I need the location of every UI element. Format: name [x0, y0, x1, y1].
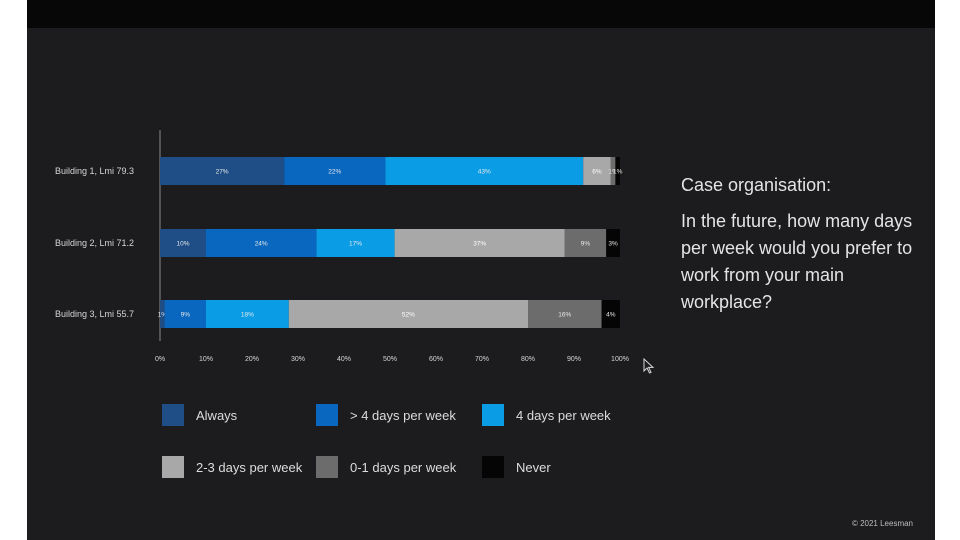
x-tick-label: 60%: [429, 356, 443, 363]
stacked-bar-chart: Building 1, Lmi 79.3 Building 2, Lmi 71.2…: [55, 130, 629, 363]
bar-segment: [164, 300, 206, 328]
bar-segment: [610, 157, 616, 185]
x-tick-label: 30%: [291, 356, 305, 363]
data-label: 1%: [608, 169, 618, 176]
data-label: 3%: [608, 241, 618, 248]
bar-segment: [615, 157, 620, 185]
data-label: 9%: [181, 312, 191, 319]
bar-segment: [160, 300, 165, 328]
x-tick-label: 20%: [245, 356, 259, 363]
bar-segment: [601, 300, 620, 328]
bar-segment: [564, 229, 607, 257]
category-label: Building 1, Lmi 79.3: [55, 166, 134, 176]
category-label: Building 2, Lmi 71.2: [55, 238, 134, 248]
bar-segment: [385, 157, 584, 185]
survey-question: In the future, how many days per week wo…: [681, 211, 913, 312]
bar-segment: [160, 157, 285, 185]
category-label: Building 3, Lmi 55.7: [55, 309, 134, 319]
data-label: 18%: [241, 312, 254, 319]
bar-segment: [606, 229, 620, 257]
data-label: 17%: [349, 241, 362, 248]
mouse-cursor-icon: [643, 358, 655, 374]
data-label: 10%: [176, 241, 189, 248]
data-label: 43%: [478, 169, 491, 176]
data-label: 37%: [473, 241, 486, 248]
slide: Building 1, Lmi 79.3 Building 2, Lmi 71.2…: [27, 0, 935, 540]
data-label: 6%: [592, 169, 602, 176]
copyright-text: © 2021 Leesman: [851, 519, 913, 528]
data-label: 24%: [255, 241, 268, 248]
data-label: 27%: [216, 169, 229, 176]
data-label: 16%: [558, 312, 571, 319]
x-tick-label: 10%: [199, 356, 213, 363]
bar-segment: [394, 229, 565, 257]
x-tick-label: 50%: [383, 356, 397, 363]
bar-segment: [316, 229, 395, 257]
x-tick-label: 40%: [337, 356, 351, 363]
bar-segment: [206, 229, 317, 257]
bar-segment: [206, 300, 289, 328]
bar-segment: [160, 229, 206, 257]
case-heading: Case organisation:: [681, 175, 832, 195]
bar-segment: [583, 157, 611, 185]
x-tick-label: 70%: [475, 356, 489, 363]
data-label: 1%: [158, 312, 168, 319]
x-tick-label: 0%: [155, 356, 165, 363]
x-tick-label: 90%: [567, 356, 581, 363]
x-tick-label: 80%: [521, 356, 535, 363]
bar-segment: [288, 300, 528, 328]
data-label: 9%: [581, 241, 591, 248]
x-tick-label: 100%: [611, 356, 629, 363]
bar-segment: [284, 157, 386, 185]
side-text-panel: Case organisation: In the future, how ma…: [681, 172, 931, 316]
video-top-bar: [27, 0, 935, 28]
data-label: 4%: [606, 312, 616, 319]
bar-segment: [528, 300, 602, 328]
data-label: 22%: [328, 169, 341, 176]
data-label: 1%: [613, 169, 623, 176]
data-label: 52%: [402, 312, 415, 319]
